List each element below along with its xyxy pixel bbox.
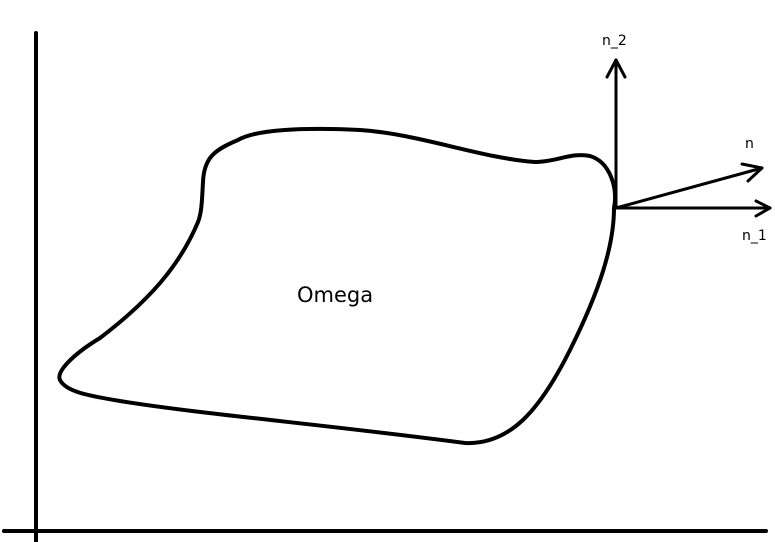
region-boundary bbox=[57, 126, 617, 446]
n-arrow-shaft bbox=[614, 166, 764, 210]
n1-arrow-head bbox=[754, 199, 772, 218]
region-label: Omega bbox=[297, 283, 373, 307]
normal-vectors bbox=[605, 58, 772, 218]
n2-arrow-head bbox=[605, 58, 627, 79]
n1-label: n_1 bbox=[742, 228, 767, 244]
n-arrow-head bbox=[740, 162, 764, 183]
n-label: n bbox=[745, 136, 754, 152]
n2-label: n_2 bbox=[602, 33, 627, 49]
